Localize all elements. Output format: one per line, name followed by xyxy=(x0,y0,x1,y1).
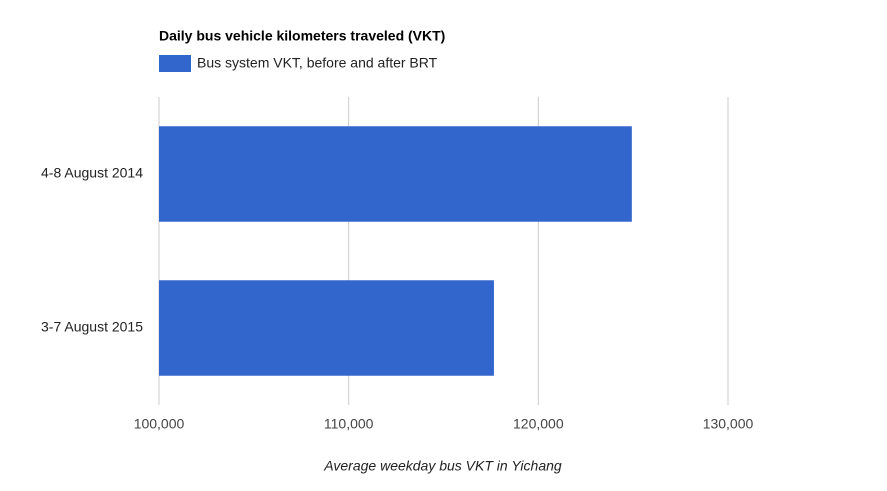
bar xyxy=(159,280,494,376)
legend-label: Bus system VKT, before and after BRT xyxy=(197,55,438,71)
chart-title: Daily bus vehicle kilometers traveled (V… xyxy=(159,28,445,44)
x-tick-label: 130,000 xyxy=(703,416,754,432)
x-tick-label: 110,000 xyxy=(324,416,374,432)
x-tick-label: 100,000 xyxy=(134,416,185,432)
y-tick-label: 3-7 August 2015 xyxy=(41,319,143,335)
legend-swatch xyxy=(159,55,191,72)
x-axis-title: Average weekday bus VKT in Yichang xyxy=(323,458,562,474)
bar xyxy=(159,126,632,222)
x-tick-label: 120,000 xyxy=(513,416,564,432)
y-tick-label: 4-8 August 2014 xyxy=(41,165,143,181)
